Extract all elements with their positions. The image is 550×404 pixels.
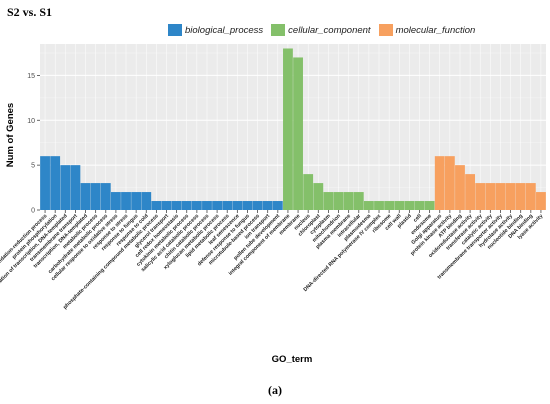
x-axis-label: GO_term (272, 354, 313, 365)
bar (202, 201, 212, 210)
bar (151, 201, 162, 210)
bar (303, 174, 314, 210)
legend-item-cellular-component: cellular_component (271, 24, 371, 36)
bar (222, 201, 233, 210)
bar (313, 183, 324, 210)
bar (121, 192, 131, 210)
bar (505, 183, 516, 210)
bar (131, 192, 142, 210)
bar (272, 201, 283, 210)
legend-swatch-cellular-component (271, 24, 286, 36)
x-tick-label: cell (412, 213, 423, 224)
legend: biological_process cellular_component mo… (168, 24, 483, 36)
bar (181, 201, 192, 210)
bar (394, 201, 405, 210)
legend-label-biological-process: biological_process (185, 24, 264, 36)
legend-swatch-biological-process (168, 24, 182, 36)
bar (232, 201, 243, 210)
bar (293, 57, 303, 211)
bar (161, 201, 172, 210)
bar (465, 174, 476, 210)
bar (171, 201, 182, 210)
legend-label-cellular-component: cellular_component (288, 24, 371, 36)
bar (434, 156, 445, 210)
bar (363, 201, 374, 210)
bar (100, 183, 111, 210)
bar (485, 183, 496, 210)
legend-label-molecular-function: molecular_function (395, 24, 476, 36)
bar (353, 192, 364, 210)
bar (141, 192, 152, 210)
bar (515, 183, 526, 210)
bar (414, 201, 425, 210)
y-axis-label: Num of Genes (5, 103, 16, 167)
bar (50, 156, 61, 210)
bar (424, 201, 435, 210)
legend-swatch-molecular-function (378, 24, 393, 36)
bar (374, 201, 384, 210)
legend-item-biological-process: biological_process (168, 24, 263, 36)
bar (80, 183, 91, 210)
bar (283, 48, 293, 211)
bar (495, 183, 506, 210)
bar (70, 165, 81, 210)
bar (323, 192, 334, 210)
bar (333, 192, 344, 210)
y-tick-label: 5 (31, 163, 35, 170)
bar (475, 183, 486, 210)
bar (444, 156, 455, 210)
bar (212, 201, 223, 210)
y-tick-label: 10 (27, 118, 35, 125)
bar (252, 201, 263, 210)
bar (536, 192, 546, 210)
bar (404, 201, 415, 210)
chart-title: S2 vs. S1 (7, 5, 53, 19)
bar (191, 201, 202, 210)
bar (60, 165, 71, 210)
y-tick-label: 0 (31, 208, 35, 215)
bar (455, 165, 465, 210)
y-tick-label: 15 (27, 73, 35, 80)
bar (242, 201, 253, 210)
bar (525, 183, 536, 210)
legend-item-molecular-function: molecular_function (378, 24, 476, 36)
bar (262, 201, 273, 210)
figure-caption: (a) (268, 383, 282, 397)
bar (90, 183, 101, 210)
bar (343, 192, 354, 210)
bar (40, 156, 50, 210)
bar (110, 192, 121, 210)
bar (384, 201, 395, 210)
